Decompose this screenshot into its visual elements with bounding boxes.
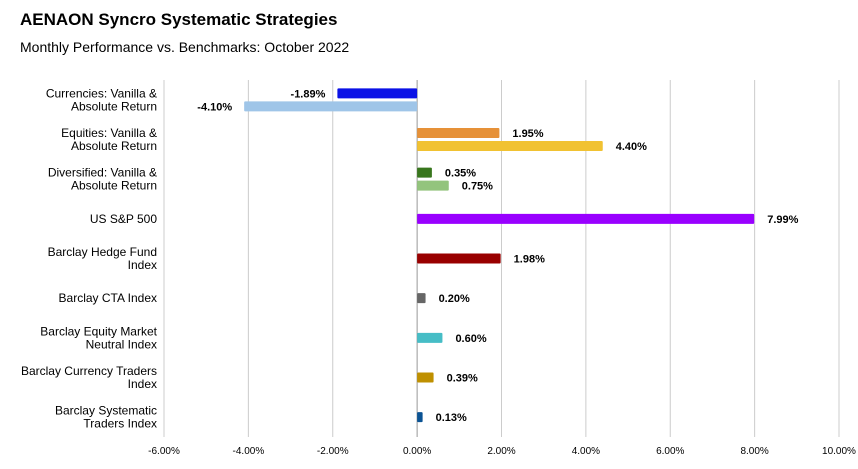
category-label: Equities: Vanilla & Absolute Return xyxy=(61,126,157,153)
category-label: Barclay CTA Index xyxy=(59,291,157,305)
bar xyxy=(337,88,418,99)
category-label: Diversified: Vanilla & Absolute Return xyxy=(48,166,157,193)
category-label-line: Barclay CTA Index xyxy=(59,291,157,305)
data-label: 4.40% xyxy=(616,141,647,153)
category-label-line: Barclay Systematic xyxy=(55,404,157,418)
bar xyxy=(417,167,432,178)
bar xyxy=(417,213,755,224)
x-tick-label: 8.00% xyxy=(740,446,768,457)
data-label: 0.75% xyxy=(462,181,493,193)
category-label-line: Barclay Currency Traders xyxy=(21,364,157,378)
bar xyxy=(417,412,423,423)
data-label: 0.20% xyxy=(439,293,470,305)
data-label: 0.35% xyxy=(445,168,476,180)
bar xyxy=(417,141,603,151)
x-tick-label: -6.00% xyxy=(148,446,180,457)
x-tick-label: 10.00% xyxy=(822,446,856,457)
data-label: 0.13% xyxy=(436,412,467,424)
x-tick-label: -2.00% xyxy=(317,446,349,457)
category-label: Barclay Systematic Traders Index xyxy=(55,404,157,431)
category-label-line: Traders Index xyxy=(83,417,157,431)
data-label: 7.99% xyxy=(767,214,798,226)
category-label-line: Index xyxy=(128,377,157,391)
category-label-line: Absolute Return xyxy=(71,99,157,113)
bar xyxy=(417,332,443,343)
category-label: US S&P 500 xyxy=(90,212,157,226)
data-label: 1.95% xyxy=(512,128,543,140)
category-label-line: Barclay Hedge Fund xyxy=(48,245,157,259)
category-label-line: Barclay Equity Market xyxy=(40,324,157,338)
category-label: Barclay Currency Traders Index xyxy=(21,364,157,391)
chart-title: AENAON Syncro Systematic Strategies xyxy=(20,10,338,29)
category-label-line: Neutral Index xyxy=(86,337,157,351)
bar xyxy=(417,372,434,383)
category-label-line: Diversified: Vanilla & xyxy=(48,166,157,180)
x-tick-label: 4.00% xyxy=(572,446,600,457)
category-label-line: US S&P 500 xyxy=(90,212,157,226)
chart-subtitle: Monthly Performance vs. Benchmarks: Octo… xyxy=(20,39,350,55)
category-label: Currencies: Vanilla & Absolute Return xyxy=(46,86,157,113)
category-label: Barclay Equity Market Neutral Index xyxy=(40,324,157,351)
data-label: 0.39% xyxy=(447,373,478,385)
bar xyxy=(417,293,426,304)
data-label: -4.10% xyxy=(197,101,232,113)
bar xyxy=(417,253,501,264)
category-label: Barclay Hedge Fund Index xyxy=(48,245,157,272)
category-label-line: Absolute Return xyxy=(71,179,157,193)
category-label-line: Equities: Vanilla & xyxy=(61,126,157,140)
x-tick-label: 2.00% xyxy=(487,446,515,457)
category-label-line: Absolute Return xyxy=(71,139,157,153)
x-tick-label: 0.00% xyxy=(403,446,431,457)
category-label-line: Index xyxy=(128,258,157,272)
x-tick-label: -4.00% xyxy=(233,446,265,457)
x-tick-label: 6.00% xyxy=(656,446,684,457)
data-label: 1.98% xyxy=(514,254,545,266)
data-label: -1.89% xyxy=(291,88,326,100)
bar xyxy=(244,101,418,112)
bar xyxy=(417,128,500,138)
bar xyxy=(417,180,449,191)
data-label: 0.60% xyxy=(455,333,486,345)
category-label-line: Currencies: Vanilla & xyxy=(46,86,157,100)
